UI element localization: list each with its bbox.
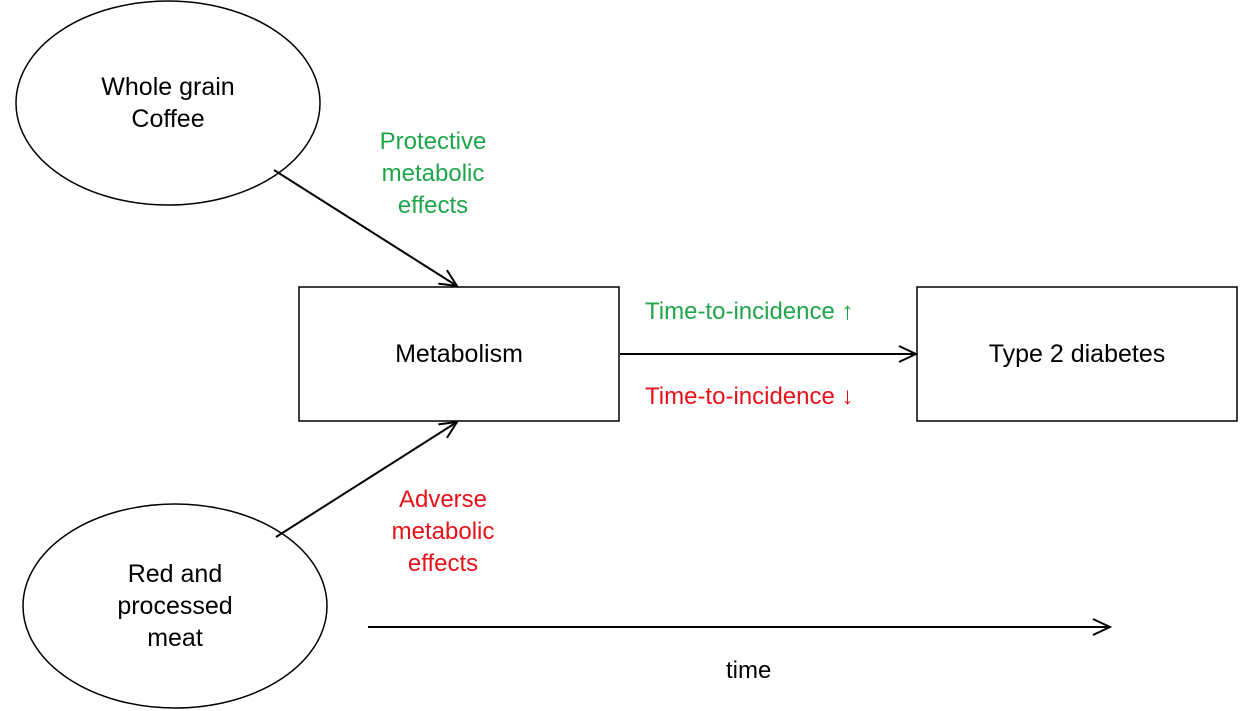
protective-arrow <box>273 169 457 286</box>
type2-diabetes-label: Type 2 diabetes <box>988 340 1166 368</box>
metabolism-box <box>298 286 620 422</box>
type2-diabetes-box <box>916 286 1238 422</box>
red-meat-ellipse <box>22 503 328 709</box>
whole-grain-coffee-ellipse <box>15 0 321 206</box>
time-to-incidence-up-label: Time-to-incidence ↑ <box>645 298 854 325</box>
adverse-effects-label: Adverse metabolic effects <box>391 486 495 577</box>
red-processed-meat-label: Red and processed meat <box>117 560 233 652</box>
time-to-incidence-down-label: Time-to-incidence ↓ <box>645 383 854 410</box>
protective-effects-label: Protective metabolic effects <box>379 128 487 219</box>
adverse-arrow <box>275 422 457 538</box>
metabolism-label: Metabolism <box>395 340 523 368</box>
whole-grain-coffee-label: Whole grain Coffee <box>101 73 235 133</box>
time-axis-label: time <box>726 657 772 684</box>
